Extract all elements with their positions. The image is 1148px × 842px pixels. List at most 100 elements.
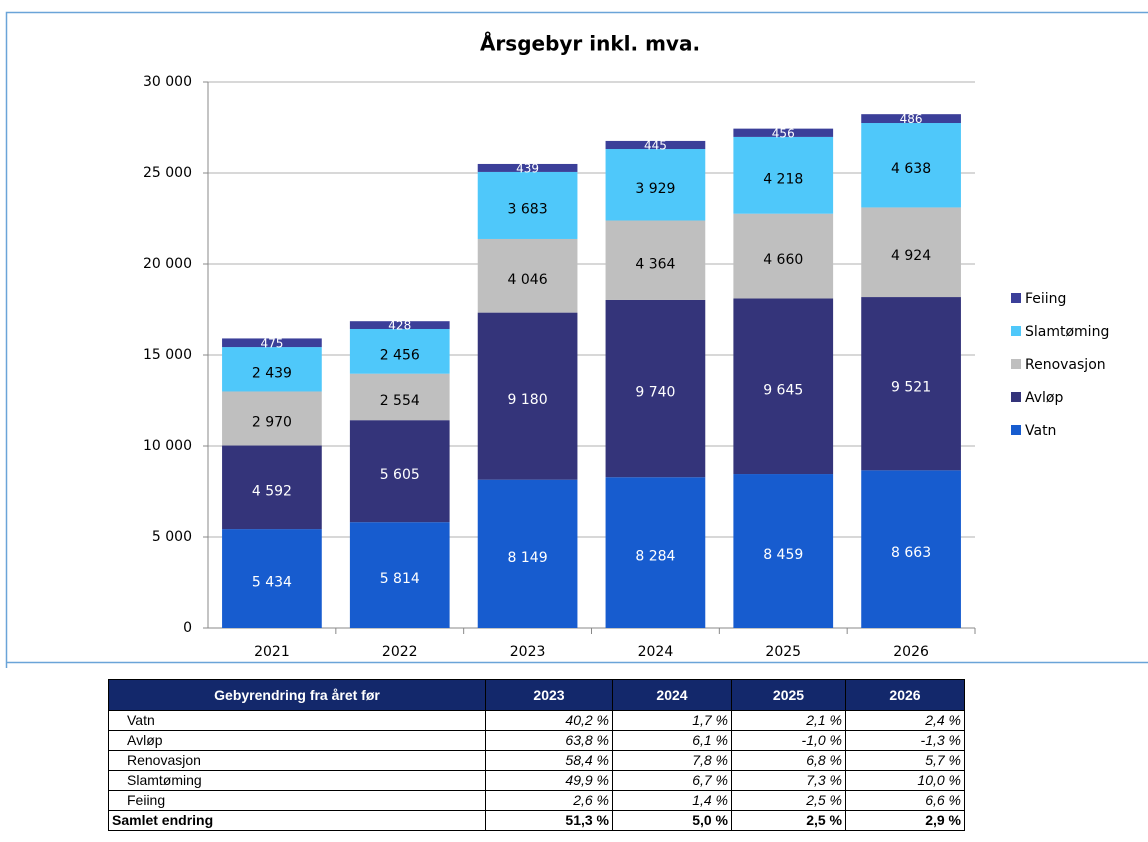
table-cell: Samlet endring [108,810,486,831]
value-label: 8 149 [508,550,548,566]
bar-segment [605,299,706,478]
y-tick-label: 20 000 [143,256,192,272]
value-label: 3 929 [635,181,675,197]
table-cell: Avløp [108,730,486,751]
table-header-row: Gebyrendring fra året før 2023 2024 2025 202… [108,679,965,711]
header-cell: 2026 [845,679,965,711]
table-row: Avløp 63,8 % 6,1 % -1,0 % -1,3 % [108,730,965,751]
x-tick-label: 2022 [382,644,418,660]
header-cell: 2024 [612,679,732,711]
y-tick-label: 15 000 [143,347,192,363]
bar-segment [349,321,450,329]
bar-segment [222,347,322,392]
legend-swatch [1011,326,1021,336]
x-tick-label: 2025 [765,644,801,660]
legend-label: Avløp [1025,390,1063,406]
table-cell: 5,0 % [612,810,732,831]
value-label: 9 521 [891,380,931,396]
value-label: 439 [516,161,539,175]
table-cell: 7,3 % [731,770,846,791]
x-tick-label: 2024 [638,644,674,660]
bar-segment [605,149,706,221]
table-cell: 2,9 % [845,810,965,831]
table-cell: 5,7 % [845,750,965,771]
bar-segment [861,470,961,628]
legend-label: Vatn [1025,423,1056,439]
legend-label: Slamtøming [1025,324,1109,340]
value-label: 4 660 [763,252,803,268]
table-cell: 1,4 % [612,790,732,811]
value-label: 428 [388,319,411,333]
table-cell: 7,8 % [612,750,732,771]
table-cell: 6,8 % [731,750,846,771]
value-label: 8 459 [763,547,803,563]
value-label: 4 638 [891,161,931,177]
table-cell: 58,4 % [485,750,613,771]
value-label: 2 439 [252,365,292,381]
header-cell: Gebyrendring fra året før [108,679,486,711]
value-label: 9 180 [508,392,548,408]
table-cell: 2,5 % [731,790,846,811]
bar-segment [733,474,834,628]
table-cell: 2,4 % [845,710,965,731]
value-label: 445 [644,138,667,152]
bar-segment [861,207,961,298]
table-cell: 2,6 % [485,790,613,811]
legend-swatch [1011,392,1021,402]
table-cell: 2,1 % [731,710,846,731]
value-label: 4 046 [508,272,548,288]
bar-segment [733,128,834,137]
value-label: 5 434 [252,575,292,591]
bar-segment [477,312,578,480]
table-cell: Slamtøming [108,770,486,791]
table-row: Samlet endring 51,3 % 5,0 % 2,5 % 2,9 % [108,810,965,831]
value-label: 456 [772,126,795,140]
table-row: Renovasjon 58,4 % 7,8 % 6,8 % 5,7 % [108,750,965,771]
bar-segment [222,391,322,446]
bar-segment [222,445,322,530]
value-label: 8 663 [891,545,931,561]
table-cell: Vatn [108,710,486,731]
bar-segment [477,238,578,313]
table-cell: Renovasjon [108,750,486,771]
chart-title: Årsgebyr inkl. mva. [480,32,700,56]
header-cell: 2025 [731,679,846,711]
table-cell: 6,7 % [612,770,732,791]
value-label: 2 970 [252,414,292,430]
bar-segment [605,220,706,300]
bar-segment [861,297,961,471]
table-cell: 49,9 % [485,770,613,791]
value-label: 5 814 [380,571,420,587]
bar-segment [733,136,834,214]
bar-segment [222,529,322,628]
table-cell: 40,2 % [485,710,613,731]
value-label: 4 592 [252,483,292,499]
value-label: 3 683 [508,201,548,217]
table-cell: 2,5 % [731,810,846,831]
table-row: Vatn 40,2 % 1,7 % 2,1 % 2,4 % [108,710,965,731]
table-row: Feiing 2,6 % 1,4 % 2,5 % 6,6 % [108,790,965,811]
table-cell: 1,7 % [612,710,732,731]
value-label: 8 284 [635,549,675,565]
table-cell: -1,3 % [845,730,965,751]
value-label: 9 740 [635,385,675,401]
legend-label: Feiing [1025,291,1066,307]
value-label: 486 [900,112,923,126]
x-tick-label: 2026 [893,644,929,660]
table-cell: 51,3 % [485,810,613,831]
legend-swatch [1011,293,1021,303]
bar-segment [605,477,706,628]
table-row: Slamtøming 49,9 % 6,7 % 7,3 % 10,0 % [108,770,965,791]
bar-segment [349,522,450,628]
value-label: 475 [260,336,283,350]
chart: Årsgebyr inkl. mva. 0 5 000 10 000 15 000 20… [5,11,1148,668]
table-cell: -1,0 % [731,730,846,751]
legend-label: Renovasjon [1025,357,1106,373]
bar-segment [477,163,578,172]
legend-swatch [1011,425,1021,435]
bar-segment [477,171,578,239]
y-tick-label: 10 000 [143,438,192,454]
chart-frame [5,11,1148,668]
table-cell: 6,1 % [612,730,732,751]
